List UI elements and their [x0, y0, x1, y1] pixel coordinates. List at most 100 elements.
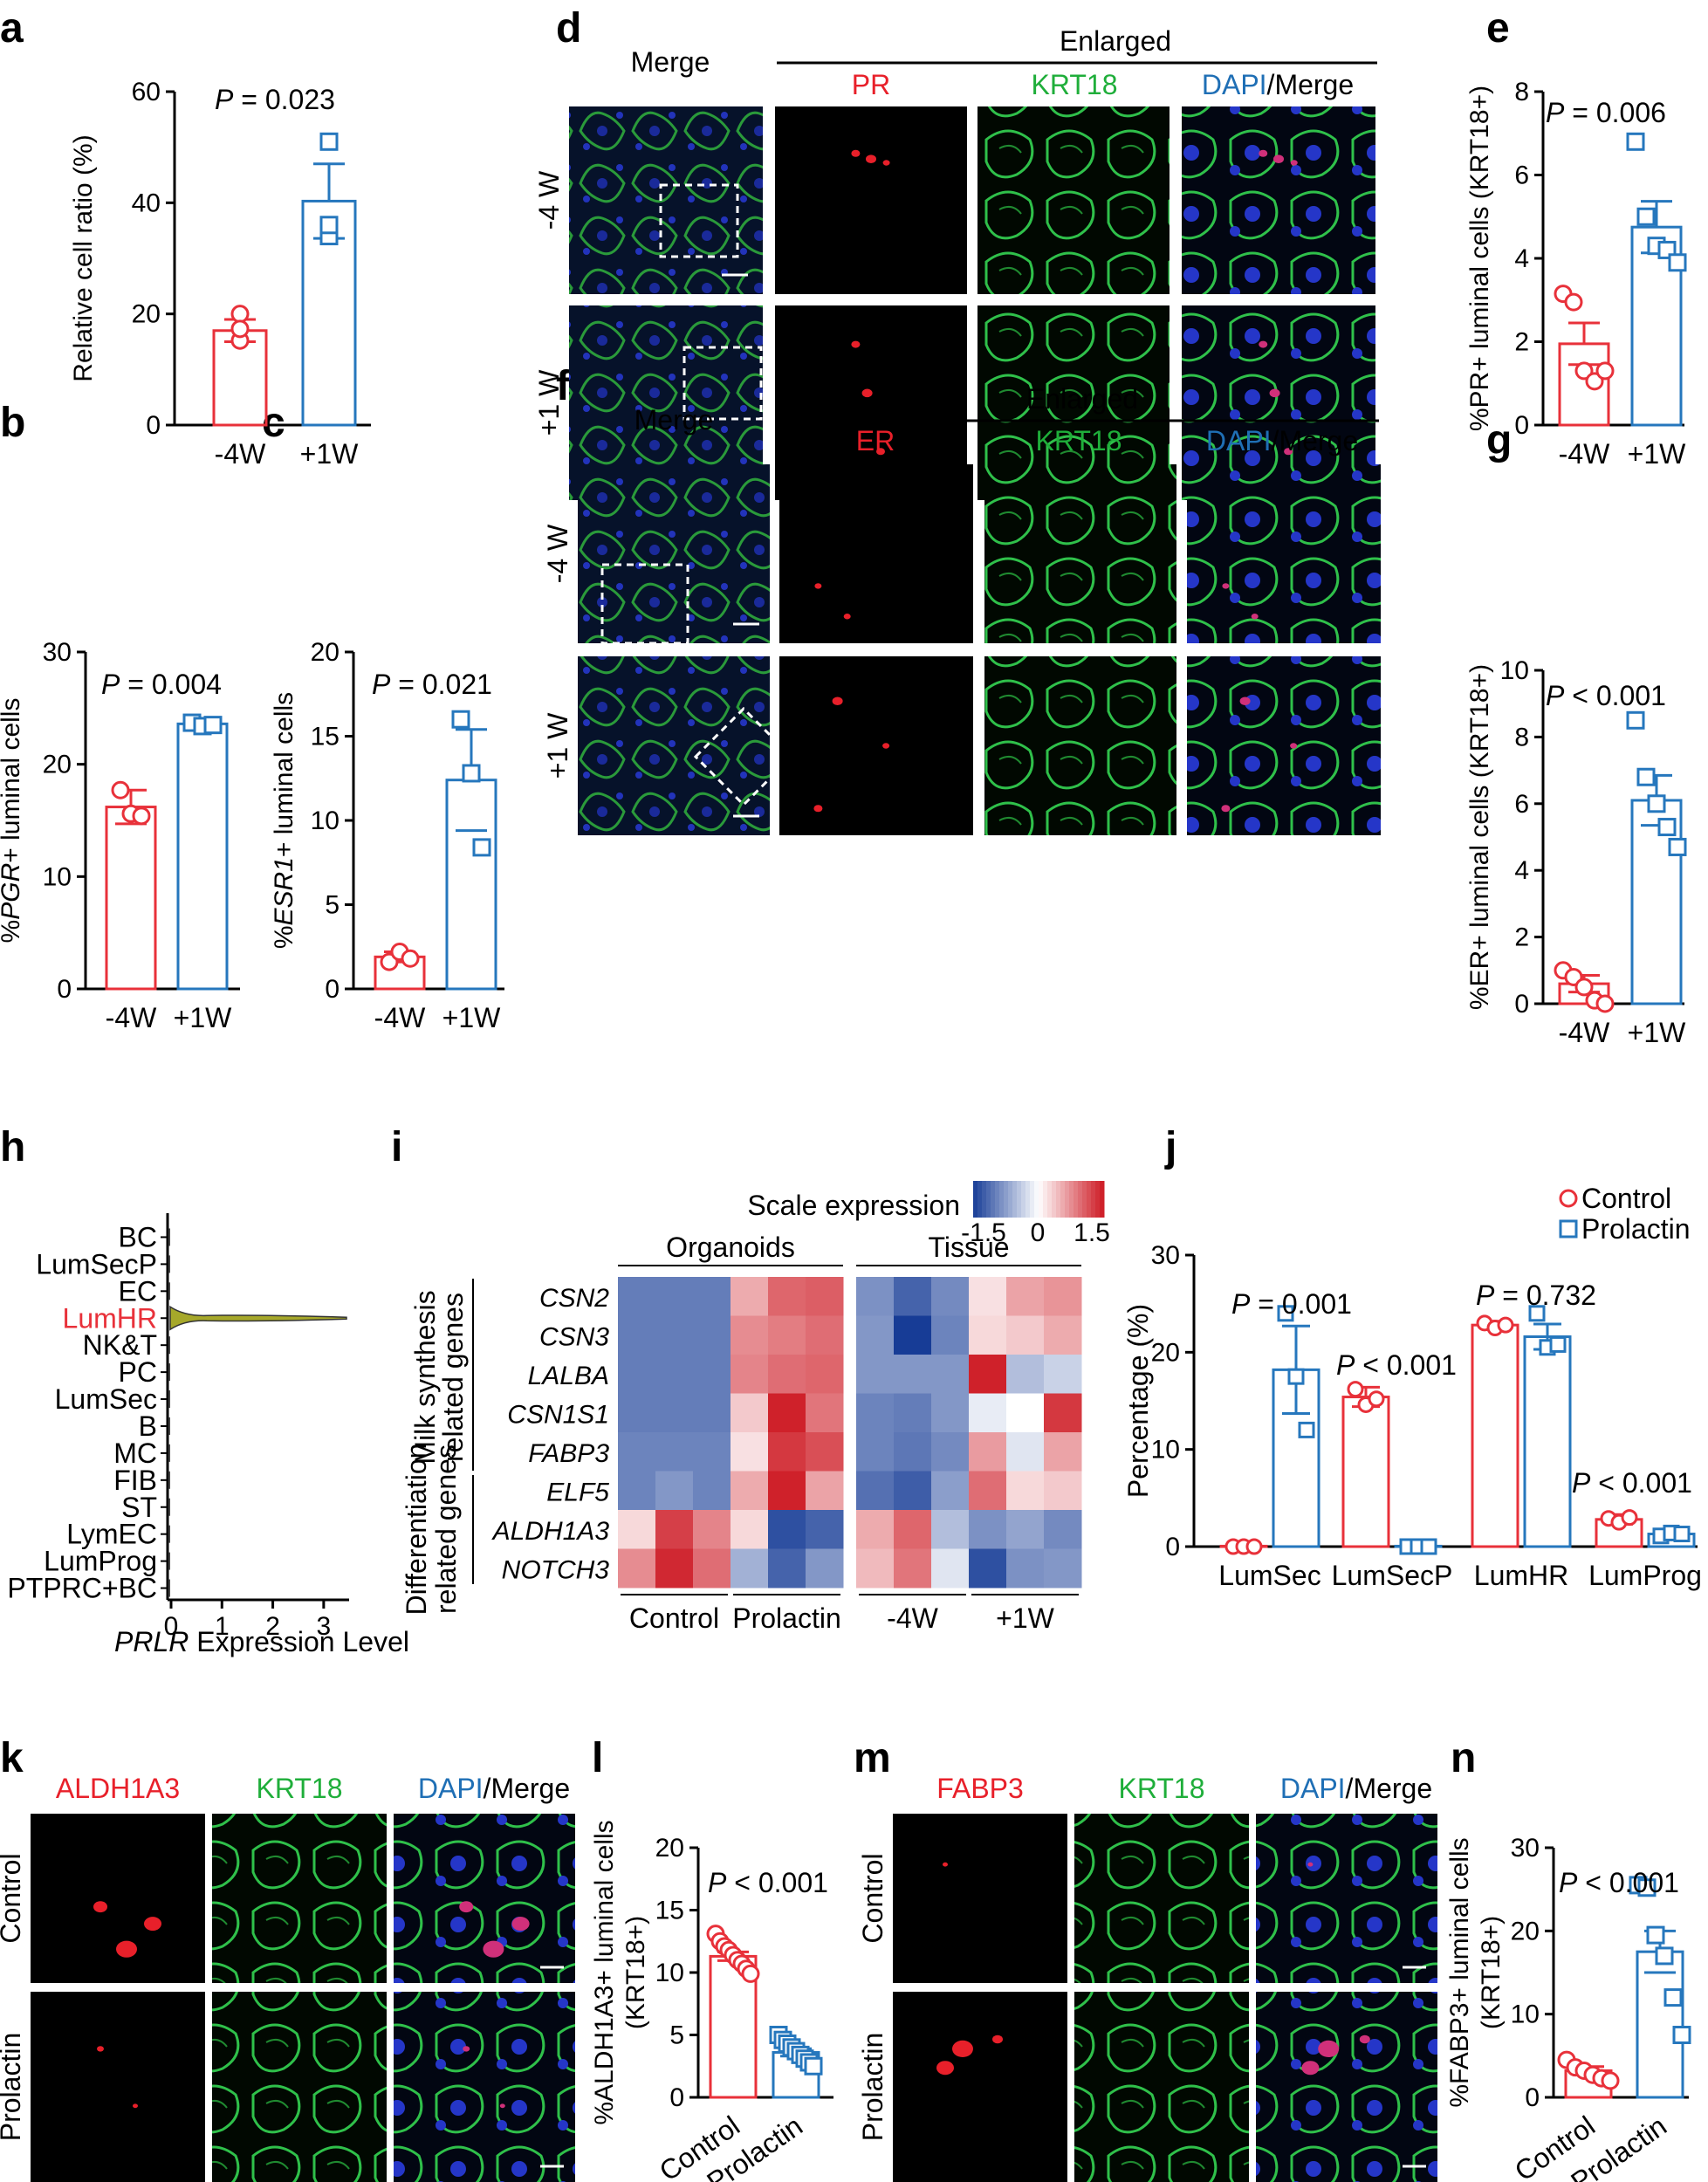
image-tile	[1074, 1814, 1249, 1983]
signal-spot	[1221, 805, 1231, 813]
data-point	[1626, 132, 1645, 151]
heat-cell	[731, 1471, 769, 1511]
heat-cell	[618, 1277, 656, 1316]
p-value: P = 0.001	[1231, 1288, 1352, 1320]
k-row-label: Control	[0, 1853, 26, 1943]
heat-cell	[969, 1471, 1007, 1511]
data-point	[1585, 372, 1604, 391]
m-merge-tile	[1256, 1814, 1437, 1983]
colorbar-step	[1052, 1181, 1057, 1218]
data-point	[1647, 794, 1666, 813]
colorbar-step	[977, 1181, 983, 1218]
category-label: LumSecP	[36, 1248, 157, 1280]
m-channel-1: FABP3	[936, 1773, 1024, 1804]
colorbar-step	[1008, 1181, 1013, 1218]
k-channel-3: DAPI/Merge	[418, 1773, 570, 1804]
data-point	[1595, 361, 1615, 381]
signal-spot	[463, 2046, 470, 2052]
colorbar-step	[1065, 1181, 1070, 1218]
heat-cell	[931, 1510, 970, 1549]
data-point	[1646, 1925, 1665, 1945]
p-value-text: = 0.021	[390, 669, 492, 700]
chart-i: CSN2 CSN3 LALBA CSN1S1 FABP3 ELF5 ALDH1A3 NOTCH…	[401, 1181, 1110, 1634]
y-tick-label: 6	[1514, 161, 1529, 190]
heat-cell	[768, 1315, 806, 1355]
signal-spot	[511, 1917, 530, 1932]
bar-Prolactin-LumHR	[1523, 1335, 1572, 1548]
p-value-text: = 0.023	[233, 84, 335, 115]
image-tile	[31, 1814, 205, 1983]
data-point	[319, 132, 339, 151]
image-tile	[1256, 1814, 1437, 1983]
colorbar-step	[1078, 1181, 1083, 1218]
colorbar-step	[982, 1181, 987, 1218]
data-point	[203, 716, 223, 735]
legend-label-control: Control	[1581, 1183, 1671, 1214]
heat-cell	[856, 1315, 895, 1355]
heat-cell	[693, 1510, 731, 1549]
heat-cell	[806, 1432, 844, 1472]
gene-label: FABP3	[528, 1439, 609, 1468]
heat-cell	[731, 1548, 769, 1588]
y-tick-label: 10	[1500, 656, 1529, 685]
x-tick-label: +1W	[442, 1002, 501, 1033]
signal-spot	[814, 583, 822, 589]
category-label: FIB	[113, 1465, 157, 1496]
column-group-label: Tissue	[928, 1232, 1009, 1263]
colorbar-step	[1056, 1181, 1061, 1218]
p-symbol: P	[372, 669, 391, 700]
data-point	[1420, 1538, 1437, 1555]
y-axis-label-line2: (KRT18+)	[1477, 1916, 1506, 2029]
image-tile	[1182, 106, 1375, 294]
colorbar-step	[1012, 1181, 1018, 1218]
image-tile	[578, 656, 770, 835]
signal-spot	[1259, 340, 1268, 348]
inset-box	[659, 183, 739, 258]
panel-letter-j: j	[1164, 1124, 1176, 1170]
dapi-label: DAPI	[1206, 425, 1272, 456]
data-point	[1637, 1878, 1657, 1897]
signal-spot	[952, 2040, 973, 2057]
heat-cell	[806, 1471, 844, 1511]
data-point	[741, 1964, 760, 1983]
heat-cell	[768, 1471, 806, 1511]
heat-cell	[1006, 1432, 1045, 1472]
m-row-label: Prolactin	[857, 2033, 888, 2142]
category-label: LymEC	[66, 1519, 157, 1550]
y-tick-label: 30	[1151, 1241, 1180, 1270]
k-ch1-tile	[31, 1992, 205, 2182]
y-tick-label: 0	[325, 975, 340, 1004]
image-tile	[775, 106, 967, 294]
dapi-label: DAPI	[1202, 69, 1267, 100]
data-point	[1277, 1305, 1294, 1322]
p-value: P = 0.004	[101, 669, 222, 700]
f-channel-2: KRT18	[1035, 425, 1122, 456]
y-tick-label: 20	[1511, 1917, 1540, 1945]
signal-spot	[1307, 1862, 1314, 1867]
heat-cell	[969, 1277, 1007, 1316]
signal-spot	[882, 160, 890, 166]
p-symbol: P	[1559, 1867, 1578, 1898]
y-axis-label: %PGR+ luminal cells	[0, 698, 25, 943]
heat-cell	[806, 1393, 844, 1433]
signal-spot	[1301, 2061, 1320, 2076]
data-point	[1347, 1381, 1364, 1398]
k-channel-2: KRT18	[256, 1773, 342, 1804]
data-point	[1663, 1988, 1683, 2007]
y-tick-label: 0	[669, 2083, 684, 2112]
y-tick-label: 10	[1511, 2000, 1540, 2029]
f-row-label: -4 W	[542, 524, 573, 583]
p-value-text: < 0.001	[1577, 1867, 1679, 1898]
data-point	[462, 764, 481, 783]
y-tick-label: 8	[1514, 723, 1529, 751]
x-tick-label: +1W	[174, 1002, 232, 1033]
merge-label: /Merge	[1346, 1773, 1433, 1804]
p-value-text: = 0.004	[120, 669, 222, 700]
heat-cell	[806, 1315, 844, 1355]
data-point	[1595, 994, 1615, 1013]
heat-cell	[1044, 1432, 1082, 1472]
y-tick-label: 10	[43, 862, 72, 891]
panel-letter-a: a	[0, 5, 24, 51]
